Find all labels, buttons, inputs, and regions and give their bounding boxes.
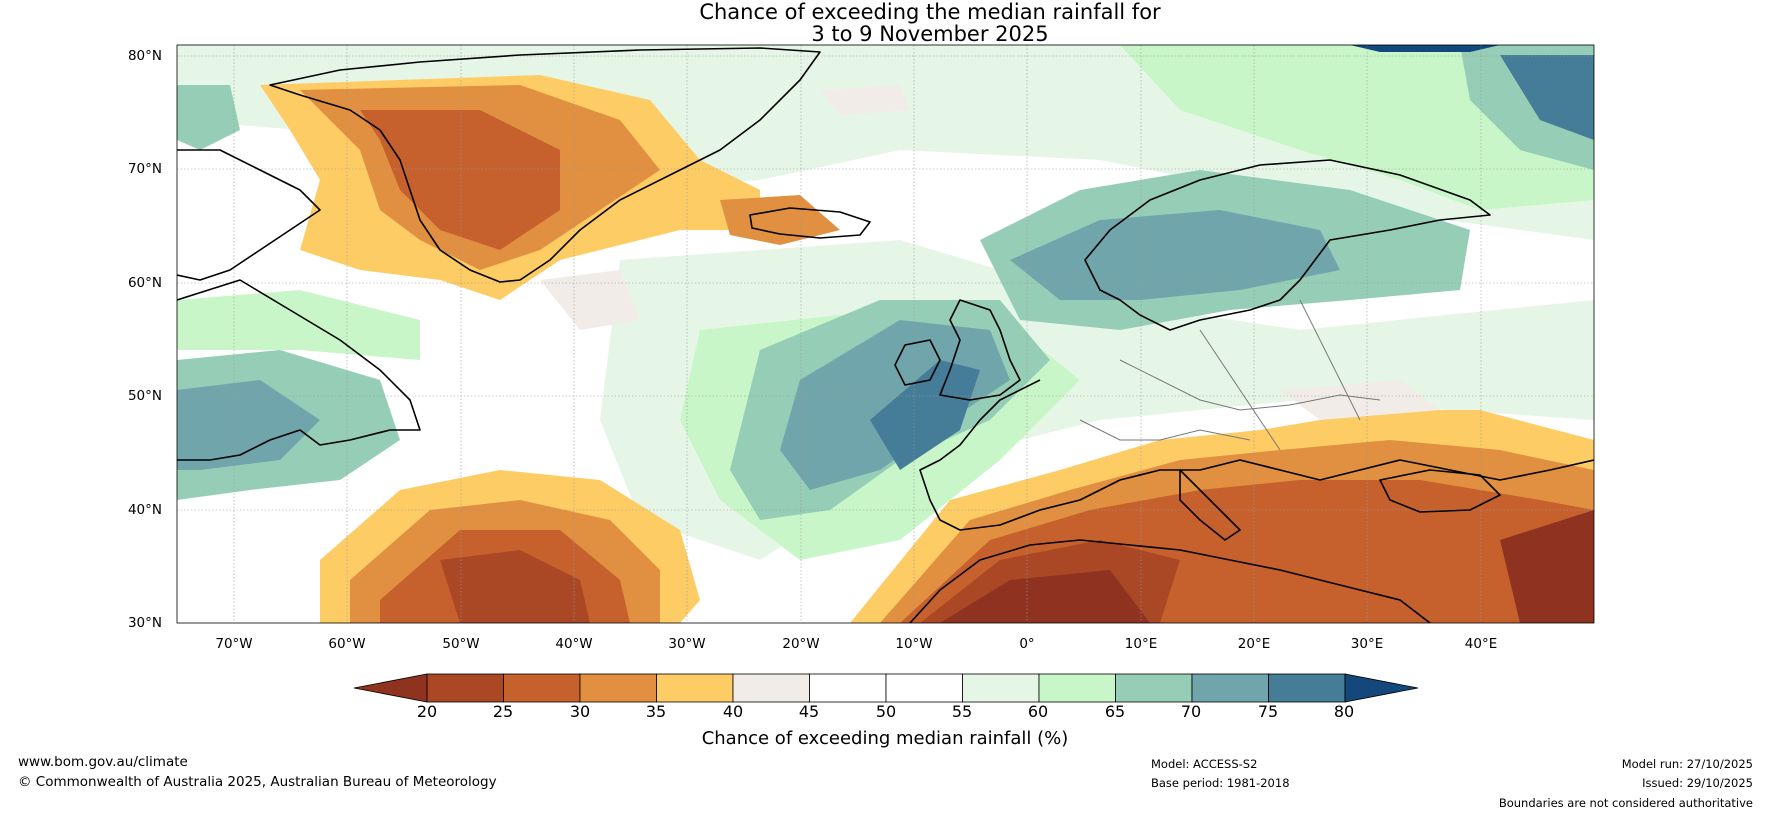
colorbar-segment [579, 673, 657, 703]
map-title-line1: Chance of exceeding the median rainfall … [699, 0, 1161, 24]
lon-label-50w: 50°W [442, 636, 480, 652]
coastline-iceland [749, 207, 871, 239]
colorbar-low-extension [353, 673, 428, 703]
region-ne-darkblue [1350, 45, 1500, 52]
footer-issued: Issued: 29/10/2025 [1642, 776, 1753, 790]
region-greenland-darkorange [360, 110, 560, 250]
colorbar-segment [1038, 673, 1116, 703]
lon-label-30w: 30°W [668, 636, 706, 652]
lat-label-60n: 60°N [127, 275, 162, 291]
coastline-ireland [894, 339, 941, 386]
colorbar-tick-45: 45 [798, 702, 820, 721]
colorbar-segment [885, 673, 963, 703]
lat-label-50n: 50°N [127, 388, 162, 404]
coastline-europe-west [919, 379, 1594, 531]
coastline-greenland [269, 47, 821, 283]
region-east-darkbrown [1500, 510, 1594, 623]
lon-label-0: 0° [1019, 636, 1035, 652]
lat-label-30n: 30°N [127, 615, 162, 631]
country-borders [1079, 299, 1381, 451]
coastline-black-sea [1379, 469, 1501, 513]
coastline-scandinavia [1084, 159, 1491, 331]
colorbar-tick-55: 55 [951, 702, 973, 721]
colorbar [353, 673, 1419, 703]
footer-copyright: © Commonwealth of Australia 2025, Austra… [18, 774, 497, 790]
colorbar-tick-25: 25 [492, 702, 514, 721]
coastline-labrador [177, 279, 421, 461]
colorbar-segment [656, 673, 734, 703]
lon-label-30e: 30°E [1350, 636, 1384, 652]
colorbar-segment [426, 673, 504, 703]
lat-label-40n: 40°N [127, 502, 162, 518]
region-grey-patch-1 [540, 270, 640, 330]
region-labrador-blue [177, 380, 320, 470]
lat-label-70n: 70°N [127, 161, 162, 177]
colorbar-high-extension [1344, 673, 1419, 703]
lon-label-40w: 40°W [555, 636, 593, 652]
colorbar-segment [503, 673, 581, 703]
rainfall-field [177, 45, 1594, 623]
colorbar-tick-75: 75 [1257, 702, 1279, 721]
coastline-italy [1179, 469, 1241, 541]
coastline-north-africa [909, 539, 1431, 623]
colorbar-title: Chance of exceeding median rainfall (%) [701, 728, 1069, 749]
lat-label-80n: 80°N [127, 48, 162, 64]
colorbar-segment [732, 673, 810, 703]
colorbar-tick-80: 80 [1333, 702, 1355, 721]
coastline-britain [939, 299, 1021, 401]
footer-model-run: Model run: 27/10/2025 [1621, 757, 1753, 771]
coastline-baffin [177, 149, 321, 281]
colorbar-segment [809, 673, 887, 703]
lon-label-10e: 10°E [1124, 636, 1158, 652]
colorbar-tick-20: 20 [416, 702, 438, 721]
coastlines [177, 47, 1594, 623]
colorbar-tick-50: 50 [875, 702, 897, 721]
region-ne-blue [1500, 55, 1594, 140]
region-scandinavia-blue [1010, 210, 1340, 300]
lon-label-10w: 10°W [895, 636, 933, 652]
graticule [177, 45, 1594, 623]
footer-boundaries: Boundaries are not considered authoritat… [1498, 796, 1753, 810]
colorbar-tick-35: 35 [645, 702, 667, 721]
region-grey-patch-3 [1280, 380, 1440, 420]
map-title-line2: 3 to 9 November 2025 [811, 22, 1049, 46]
colorbar-tick-30: 30 [569, 702, 591, 721]
footer-website: www.bom.gov.au/climate [18, 754, 188, 770]
footer-base-period: Base period: 1981-2018 [1151, 776, 1290, 790]
region-grey-patch-2 [820, 85, 910, 115]
colorbar-tick-60: 60 [1027, 702, 1049, 721]
lon-label-40e: 40°E [1464, 636, 1498, 652]
region-sahara-darkbrown [940, 570, 1150, 623]
colorbar-tick-65: 65 [1104, 702, 1126, 721]
region-labrador-green [177, 290, 420, 360]
lon-label-20e: 20°E [1237, 636, 1271, 652]
lon-label-60w: 60°W [328, 636, 366, 652]
map-frame [176, 44, 1595, 624]
colorbar-segment [1115, 673, 1193, 703]
lon-label-70w: 70°W [215, 636, 253, 652]
colorbar-segment [962, 673, 1040, 703]
lon-label-20w: 20°W [782, 636, 820, 652]
region-iceland-dry [720, 195, 840, 245]
footer-model: Model: ACCESS-S2 [1151, 757, 1258, 771]
region-uk-darkblue [870, 360, 980, 470]
region-atlantic-brown [440, 550, 590, 623]
colorbar-segment [1191, 673, 1269, 703]
region-baffin-teal [177, 85, 240, 150]
colorbar-tick-70: 70 [1180, 702, 1202, 721]
colorbar-tick-40: 40 [722, 702, 744, 721]
colorbar-segment [1268, 673, 1346, 703]
